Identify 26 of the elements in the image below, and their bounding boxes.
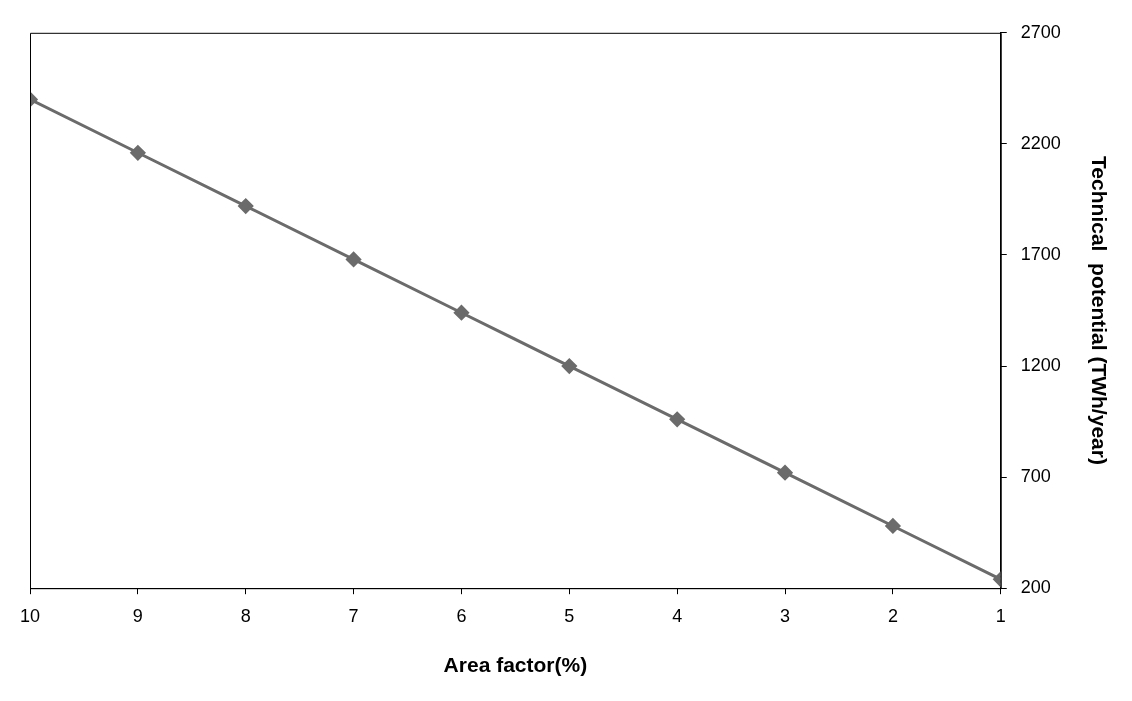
y-axis-title: Technical potential (TWh/year) [1087, 156, 1111, 465]
x-tick-label: 8 [240, 605, 251, 626]
x-tick-label: 5 [564, 605, 575, 626]
x-tick-label: 7 [348, 605, 359, 626]
x-tick-label: 10 [20, 605, 41, 626]
point [346, 251, 362, 267]
x-tick-label: 9 [132, 605, 143, 626]
x-tick-label: 6 [456, 605, 467, 626]
y-tick-label: 1200 [1020, 355, 1061, 376]
x-tick-label: 2 [887, 605, 898, 626]
x-tick-label: 4 [672, 605, 683, 626]
point [669, 411, 685, 427]
x-tick-label: 1 [995, 605, 1006, 626]
y-tick-label: 200 [1020, 577, 1051, 598]
x-tick-label: 3 [780, 605, 791, 626]
point [777, 465, 793, 481]
y-tick-label: 2700 [1020, 21, 1061, 42]
point [130, 145, 146, 161]
y-tick-label: 2200 [1020, 132, 1061, 153]
point [238, 198, 254, 214]
x-axis-title: Area factor(%) [443, 653, 588, 677]
point [885, 518, 901, 534]
point [453, 305, 469, 321]
y-tick-label: 700 [1020, 466, 1051, 487]
y-tick-label: 1700 [1020, 243, 1061, 264]
point [561, 358, 577, 374]
